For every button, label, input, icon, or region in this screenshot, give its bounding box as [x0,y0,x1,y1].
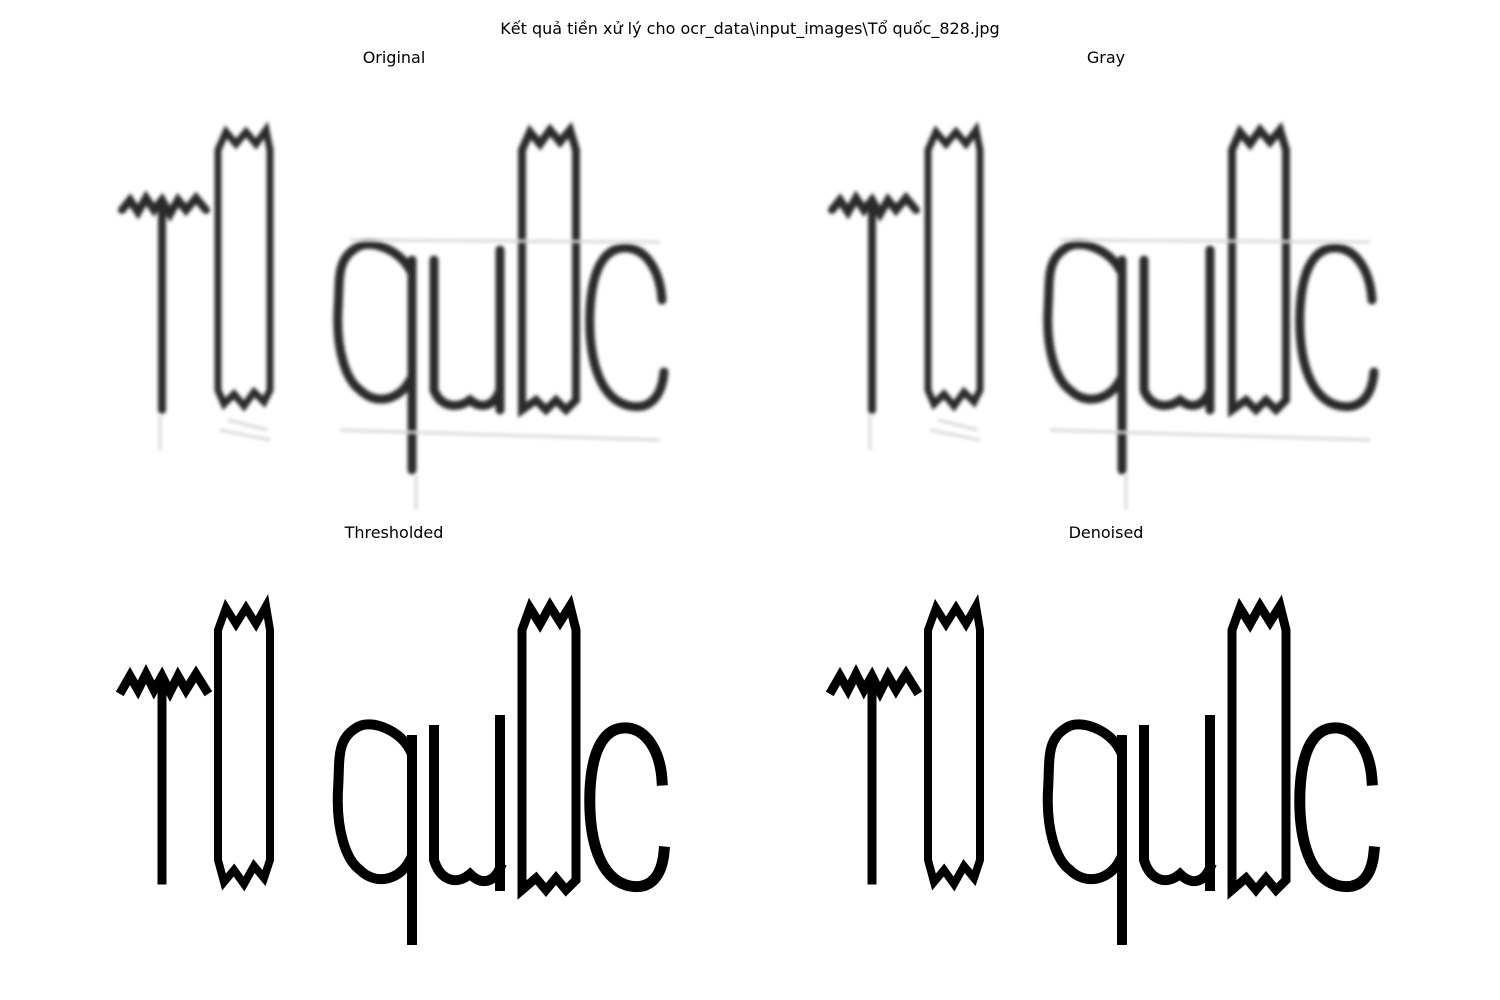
panel-title-thresholded: Thresholded [344,523,444,542]
panel-title-original: Original [362,48,426,67]
glyph-box-1 [924,594,984,892]
panel-thresholded [100,590,700,990]
glyph-box-1 [924,121,984,412]
word-image-gray [828,121,1379,510]
glyph-q [333,239,417,475]
panel-original [100,110,700,510]
glyph-box-1 [214,121,274,412]
glyph-c [584,722,670,893]
glyph-c [585,243,669,412]
word-image-original [118,121,669,510]
glyph-t [828,190,920,414]
glyph-group [828,121,1379,475]
glyph-u [1139,245,1215,415]
panel-gray [810,110,1410,510]
glyph-q [1042,719,1127,945]
glyph-u [1139,715,1217,891]
panel-title-gray: Gray [1086,48,1126,67]
glyph-c [1294,722,1380,893]
figure-suptitle: Kết quả tiền xử lý cho ocr_data\input_im… [500,19,1000,38]
glyph-q [1043,239,1127,475]
glyph-box-2 [518,121,580,418]
glyph-c [1295,243,1379,412]
glyph-box-2 [517,594,581,900]
glyph-group [115,594,670,945]
panel-title-denoised: Denoised [1068,523,1144,542]
glyph-t [825,663,923,885]
glyph-u [429,715,507,891]
glyph-t [115,663,213,885]
glyph-u [429,245,505,415]
glyph-box-1 [214,594,274,892]
glyph-group [118,121,669,475]
word-image-denoised [825,594,1380,945]
glyph-box-2 [1227,594,1291,900]
panel-denoised [810,590,1410,990]
word-image-thresholded [115,594,670,945]
glyph-group [825,594,1380,945]
glyph-box-2 [1228,121,1290,418]
glyph-q [332,719,417,945]
glyph-t [118,190,210,414]
ghost-marks [158,238,661,510]
ghost-marks [868,238,1371,510]
